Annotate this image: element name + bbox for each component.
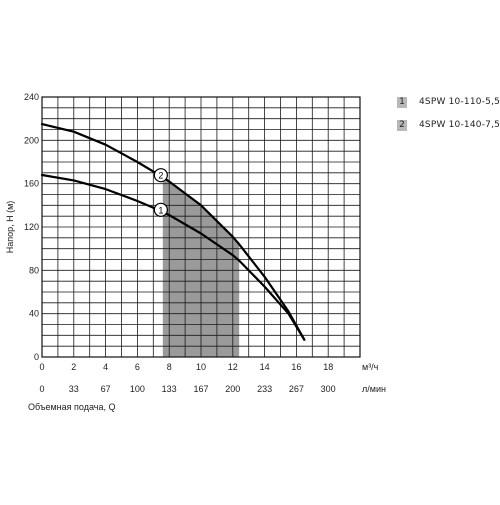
x-tick-label-secondary: 67 bbox=[101, 384, 111, 394]
y-tick-label: 80 bbox=[29, 265, 39, 275]
x-unit-primary: м³/ч bbox=[362, 362, 379, 372]
legend-number-2: 2 bbox=[397, 119, 407, 131]
x-tick-label-primary: 8 bbox=[167, 362, 172, 372]
legend-item-1: 1 4SPW 10-110-5,5 bbox=[397, 95, 500, 109]
x-unit-secondary: л/мин bbox=[362, 384, 386, 394]
y-tick-label: 120 bbox=[24, 222, 39, 232]
x-tick-label-primary: 0 bbox=[39, 362, 44, 372]
y-tick-label: 40 bbox=[29, 309, 39, 319]
legend-number-1: 1 bbox=[397, 96, 407, 108]
legend-label-2: 4SPW 10-140-7,5 bbox=[419, 120, 500, 130]
series-line-1 bbox=[40, 173, 306, 341]
x-tick-label-primary: 2 bbox=[71, 362, 76, 372]
x-tick-label-secondary: 133 bbox=[162, 384, 177, 394]
x-tick-label-secondary: 200 bbox=[225, 384, 240, 394]
x-tick-label-secondary: 33 bbox=[69, 384, 79, 394]
curve-marker-2 bbox=[153, 168, 168, 183]
legend-item-2: 2 4SPW 10-140-7,5 bbox=[397, 118, 500, 132]
x-tick-label-primary: 12 bbox=[228, 362, 238, 372]
x-tick-label-secondary: 167 bbox=[193, 384, 208, 394]
plot-frame bbox=[41, 96, 361, 358]
curve-marker-label-2: 2 bbox=[158, 171, 163, 181]
series-line-2 bbox=[40, 123, 306, 341]
x-axis-title: Объемная подача, Q bbox=[28, 402, 115, 412]
x-tick-label-primary: 14 bbox=[260, 362, 270, 372]
y-tick-label: 160 bbox=[24, 179, 39, 189]
y-tick-label: 240 bbox=[24, 92, 39, 102]
x-tick-label-secondary: 0 bbox=[39, 384, 44, 394]
x-tick-label-primary: 16 bbox=[291, 362, 301, 372]
x-tick-label-primary: 18 bbox=[323, 362, 333, 372]
legend: 1 4SPW 10-110-5,5 2 4SPW 10-140-7,5 bbox=[397, 95, 500, 141]
y-axis-title: Напор, H (м) bbox=[5, 201, 15, 254]
x-tick-label-primary: 10 bbox=[196, 362, 206, 372]
x-tick-label-secondary: 100 bbox=[130, 384, 145, 394]
curve-marker-label-1: 1 bbox=[158, 205, 163, 215]
curve-marker-1 bbox=[153, 202, 168, 217]
x-tick-label-secondary: 267 bbox=[289, 384, 304, 394]
x-tick-label-primary: 4 bbox=[103, 362, 108, 372]
y-tick-label: 200 bbox=[24, 135, 39, 145]
x-tick-label-secondary: 233 bbox=[257, 384, 272, 394]
y-tick-label: 0 bbox=[34, 352, 39, 362]
x-tick-label-primary: 6 bbox=[135, 362, 140, 372]
legend-label-1: 4SPW 10-110-5,5 bbox=[419, 97, 500, 107]
x-tick-label-secondary: 300 bbox=[321, 384, 336, 394]
